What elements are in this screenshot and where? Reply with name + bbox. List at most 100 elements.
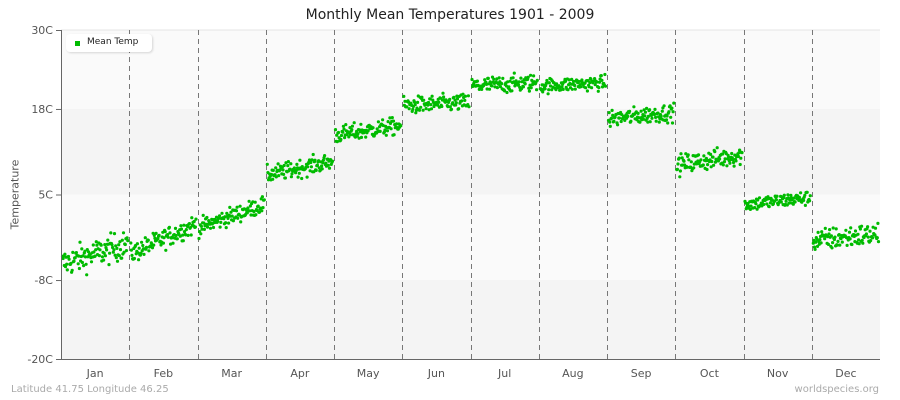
data-point bbox=[756, 198, 760, 202]
data-point bbox=[152, 243, 156, 247]
x-tick-label: Jan bbox=[86, 367, 104, 380]
data-point bbox=[94, 248, 98, 252]
data-point bbox=[520, 80, 524, 84]
data-point bbox=[584, 86, 588, 90]
data-point bbox=[107, 263, 111, 267]
data-point bbox=[535, 78, 539, 82]
data-point bbox=[505, 90, 509, 95]
data-point bbox=[383, 128, 387, 132]
data-point bbox=[199, 224, 203, 228]
data-point bbox=[782, 193, 786, 197]
data-point bbox=[77, 254, 81, 258]
data-point bbox=[305, 175, 309, 179]
data-point bbox=[530, 78, 534, 82]
data-point bbox=[229, 210, 233, 214]
data-point bbox=[277, 174, 281, 178]
data-point bbox=[564, 79, 568, 83]
data-point bbox=[414, 111, 418, 115]
data-point bbox=[413, 100, 417, 104]
data-point bbox=[656, 111, 660, 115]
data-point bbox=[836, 239, 840, 243]
data-point bbox=[461, 92, 465, 96]
data-point bbox=[612, 119, 616, 123]
data-point bbox=[519, 76, 523, 80]
data-point bbox=[208, 226, 213, 230]
data-point bbox=[378, 129, 382, 133]
data-point bbox=[320, 167, 324, 171]
data-point bbox=[643, 110, 648, 114]
data-point bbox=[689, 160, 693, 164]
data-point bbox=[94, 240, 98, 244]
data-point bbox=[490, 84, 494, 88]
data-point bbox=[271, 177, 275, 181]
data-point bbox=[202, 227, 206, 231]
data-point bbox=[231, 219, 235, 223]
data-point bbox=[83, 249, 87, 253]
data-point bbox=[129, 248, 133, 252]
data-point bbox=[579, 85, 583, 89]
data-point bbox=[713, 150, 717, 154]
data-point bbox=[826, 242, 831, 246]
data-point bbox=[660, 109, 664, 113]
data-point bbox=[514, 79, 518, 83]
data-point bbox=[709, 152, 713, 156]
data-point bbox=[595, 80, 599, 84]
data-point bbox=[309, 160, 313, 165]
data-point bbox=[834, 227, 838, 231]
data-point bbox=[696, 153, 701, 157]
data-point bbox=[342, 127, 346, 131]
data-point bbox=[67, 257, 71, 261]
data-point bbox=[677, 156, 681, 160]
data-point bbox=[132, 256, 136, 261]
data-point bbox=[300, 165, 304, 169]
data-point bbox=[147, 249, 151, 253]
data-point bbox=[541, 90, 545, 94]
data-point bbox=[831, 226, 835, 230]
data-point bbox=[390, 116, 394, 120]
data-point bbox=[286, 160, 290, 164]
data-point bbox=[170, 236, 174, 240]
data-point bbox=[648, 120, 652, 124]
data-point bbox=[405, 105, 409, 109]
data-point bbox=[139, 251, 143, 255]
data-point bbox=[166, 233, 170, 237]
data-point bbox=[657, 120, 661, 124]
data-point bbox=[819, 241, 823, 245]
data-point bbox=[638, 120, 642, 124]
data-point bbox=[670, 106, 674, 110]
data-point bbox=[550, 88, 554, 92]
data-point bbox=[262, 198, 266, 202]
data-point bbox=[77, 266, 81, 271]
data-point bbox=[827, 232, 831, 236]
data-point bbox=[63, 252, 67, 256]
data-point bbox=[83, 255, 88, 259]
data-point bbox=[738, 162, 742, 167]
data-point bbox=[446, 105, 450, 109]
data-point bbox=[384, 133, 388, 137]
data-point bbox=[782, 196, 786, 200]
data-point bbox=[876, 240, 881, 244]
data-point bbox=[721, 163, 725, 167]
data-point bbox=[510, 89, 514, 93]
data-point bbox=[830, 246, 834, 250]
data-point bbox=[665, 114, 669, 118]
data-point bbox=[375, 127, 379, 131]
data-point bbox=[161, 241, 165, 245]
data-point bbox=[106, 238, 110, 242]
data-point bbox=[65, 268, 69, 272]
data-point bbox=[376, 120, 380, 124]
data-point bbox=[192, 219, 196, 224]
data-point bbox=[646, 114, 651, 118]
data-point bbox=[344, 123, 348, 127]
data-point bbox=[511, 76, 515, 80]
data-point bbox=[475, 79, 479, 83]
data-point bbox=[831, 241, 835, 245]
y-tick-label: -8C bbox=[34, 274, 53, 287]
data-point bbox=[150, 246, 155, 250]
data-point bbox=[864, 232, 869, 236]
data-point bbox=[118, 240, 122, 244]
data-point bbox=[427, 108, 431, 112]
data-point bbox=[308, 169, 312, 173]
data-point bbox=[371, 126, 375, 130]
y-tick-label: -20C bbox=[27, 353, 53, 366]
